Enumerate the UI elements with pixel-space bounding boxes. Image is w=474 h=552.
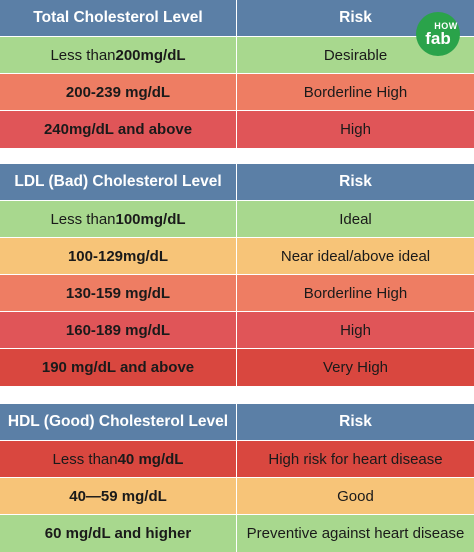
level-value: 100-129mg/dL xyxy=(67,247,169,265)
level-cell: 200-239 mg/dL xyxy=(0,74,237,110)
table-row: Less than 200mg/dL Desirable xyxy=(0,37,474,74)
level-cell: 60 mg/dL and higher xyxy=(0,515,237,552)
risk-cell: Borderline High xyxy=(303,284,408,302)
header-level: LDL (Bad) Cholesterol Level xyxy=(0,164,237,200)
level-prefix: Less than xyxy=(50,46,116,64)
table-header: HDL (Good) Cholesterol Level Risk xyxy=(0,404,474,441)
header-risk: Risk xyxy=(339,413,372,430)
level-cell: 40—59 mg/dL xyxy=(0,478,237,514)
header-level: HDL (Good) Cholesterol Level xyxy=(0,404,237,440)
risk-cell: Very High xyxy=(322,359,389,376)
level-cell: 240mg/dL and above xyxy=(0,111,237,148)
level-value: 40 mg/dL xyxy=(117,450,184,468)
risk-cell: Ideal xyxy=(339,210,372,228)
table-row: 240mg/dL and above High xyxy=(0,111,474,148)
level-prefix: Less than xyxy=(52,450,118,468)
ldl-cholesterol-table: LDL (Bad) Cholesterol Level Risk Less th… xyxy=(0,164,474,386)
risk-cell: Near ideal/above ideal xyxy=(280,247,431,265)
table-header: LDL (Bad) Cholesterol Level Risk xyxy=(0,164,474,201)
level-cell: 130-159 mg/dL xyxy=(0,275,237,311)
level-value: 200mg/dL xyxy=(115,46,186,64)
risk-cell: High xyxy=(340,321,371,339)
risk-cell: High xyxy=(340,121,371,138)
level-value: 60 mg/dL and higher xyxy=(44,525,192,542)
risk-cell: Preventive against heart disease xyxy=(246,525,465,542)
table-row: 190 mg/dL and above Very High xyxy=(0,349,474,386)
level-cell: Less than 100mg/dL xyxy=(0,201,237,237)
table-row: Less than 40 mg/dL High risk for heart d… xyxy=(0,441,474,478)
header-risk: Risk xyxy=(339,173,372,190)
table-row: 40—59 mg/dL Good xyxy=(0,478,474,515)
table-header: Total Cholesterol Level Risk xyxy=(0,0,474,37)
risk-cell: High risk for heart disease xyxy=(268,450,443,468)
level-value: 40—59 mg/dL xyxy=(69,487,167,505)
header-risk: Risk xyxy=(339,9,372,26)
risk-cell: Borderline High xyxy=(303,83,408,101)
table-row: 60 mg/dL and higher Preventive against h… xyxy=(0,515,474,552)
level-value: 160-189 mg/dL xyxy=(65,321,171,339)
total-cholesterol-table: Total Cholesterol Level Risk Less than 2… xyxy=(0,0,474,148)
level-value: 200-239 mg/dL xyxy=(65,83,171,101)
logo-brand: fab xyxy=(425,28,451,48)
level-value: 240mg/dL and above xyxy=(43,121,193,138)
level-cell: 160-189 mg/dL xyxy=(0,312,237,348)
header-level: Total Cholesterol Level xyxy=(0,0,237,36)
level-cell: 190 mg/dL and above xyxy=(0,349,237,386)
level-value: 130-159 mg/dL xyxy=(65,284,171,302)
hdl-cholesterol-table: HDL (Good) Cholesterol Level Risk Less t… xyxy=(0,404,474,552)
level-prefix: Less than xyxy=(50,210,116,228)
risk-cell: Good xyxy=(337,487,374,505)
level-value: 190 mg/dL and above xyxy=(41,359,195,376)
table-row: 200-239 mg/dL Borderline High xyxy=(0,74,474,111)
risk-cell: Desirable xyxy=(323,46,388,64)
level-cell: Less than 200mg/dL xyxy=(0,37,237,73)
table-row: 160-189 mg/dL High xyxy=(0,312,474,349)
table-row: Less than 100mg/dL Ideal xyxy=(0,201,474,238)
level-cell: 100-129mg/dL xyxy=(0,238,237,274)
fabhow-logo: HOW fab xyxy=(416,12,460,56)
table-row: 130-159 mg/dL Borderline High xyxy=(0,275,474,312)
level-value: 100mg/dL xyxy=(115,210,186,228)
logo-sub: HOW xyxy=(434,20,458,31)
table-row: 100-129mg/dL Near ideal/above ideal xyxy=(0,238,474,275)
level-cell: Less than 40 mg/dL xyxy=(0,441,237,477)
